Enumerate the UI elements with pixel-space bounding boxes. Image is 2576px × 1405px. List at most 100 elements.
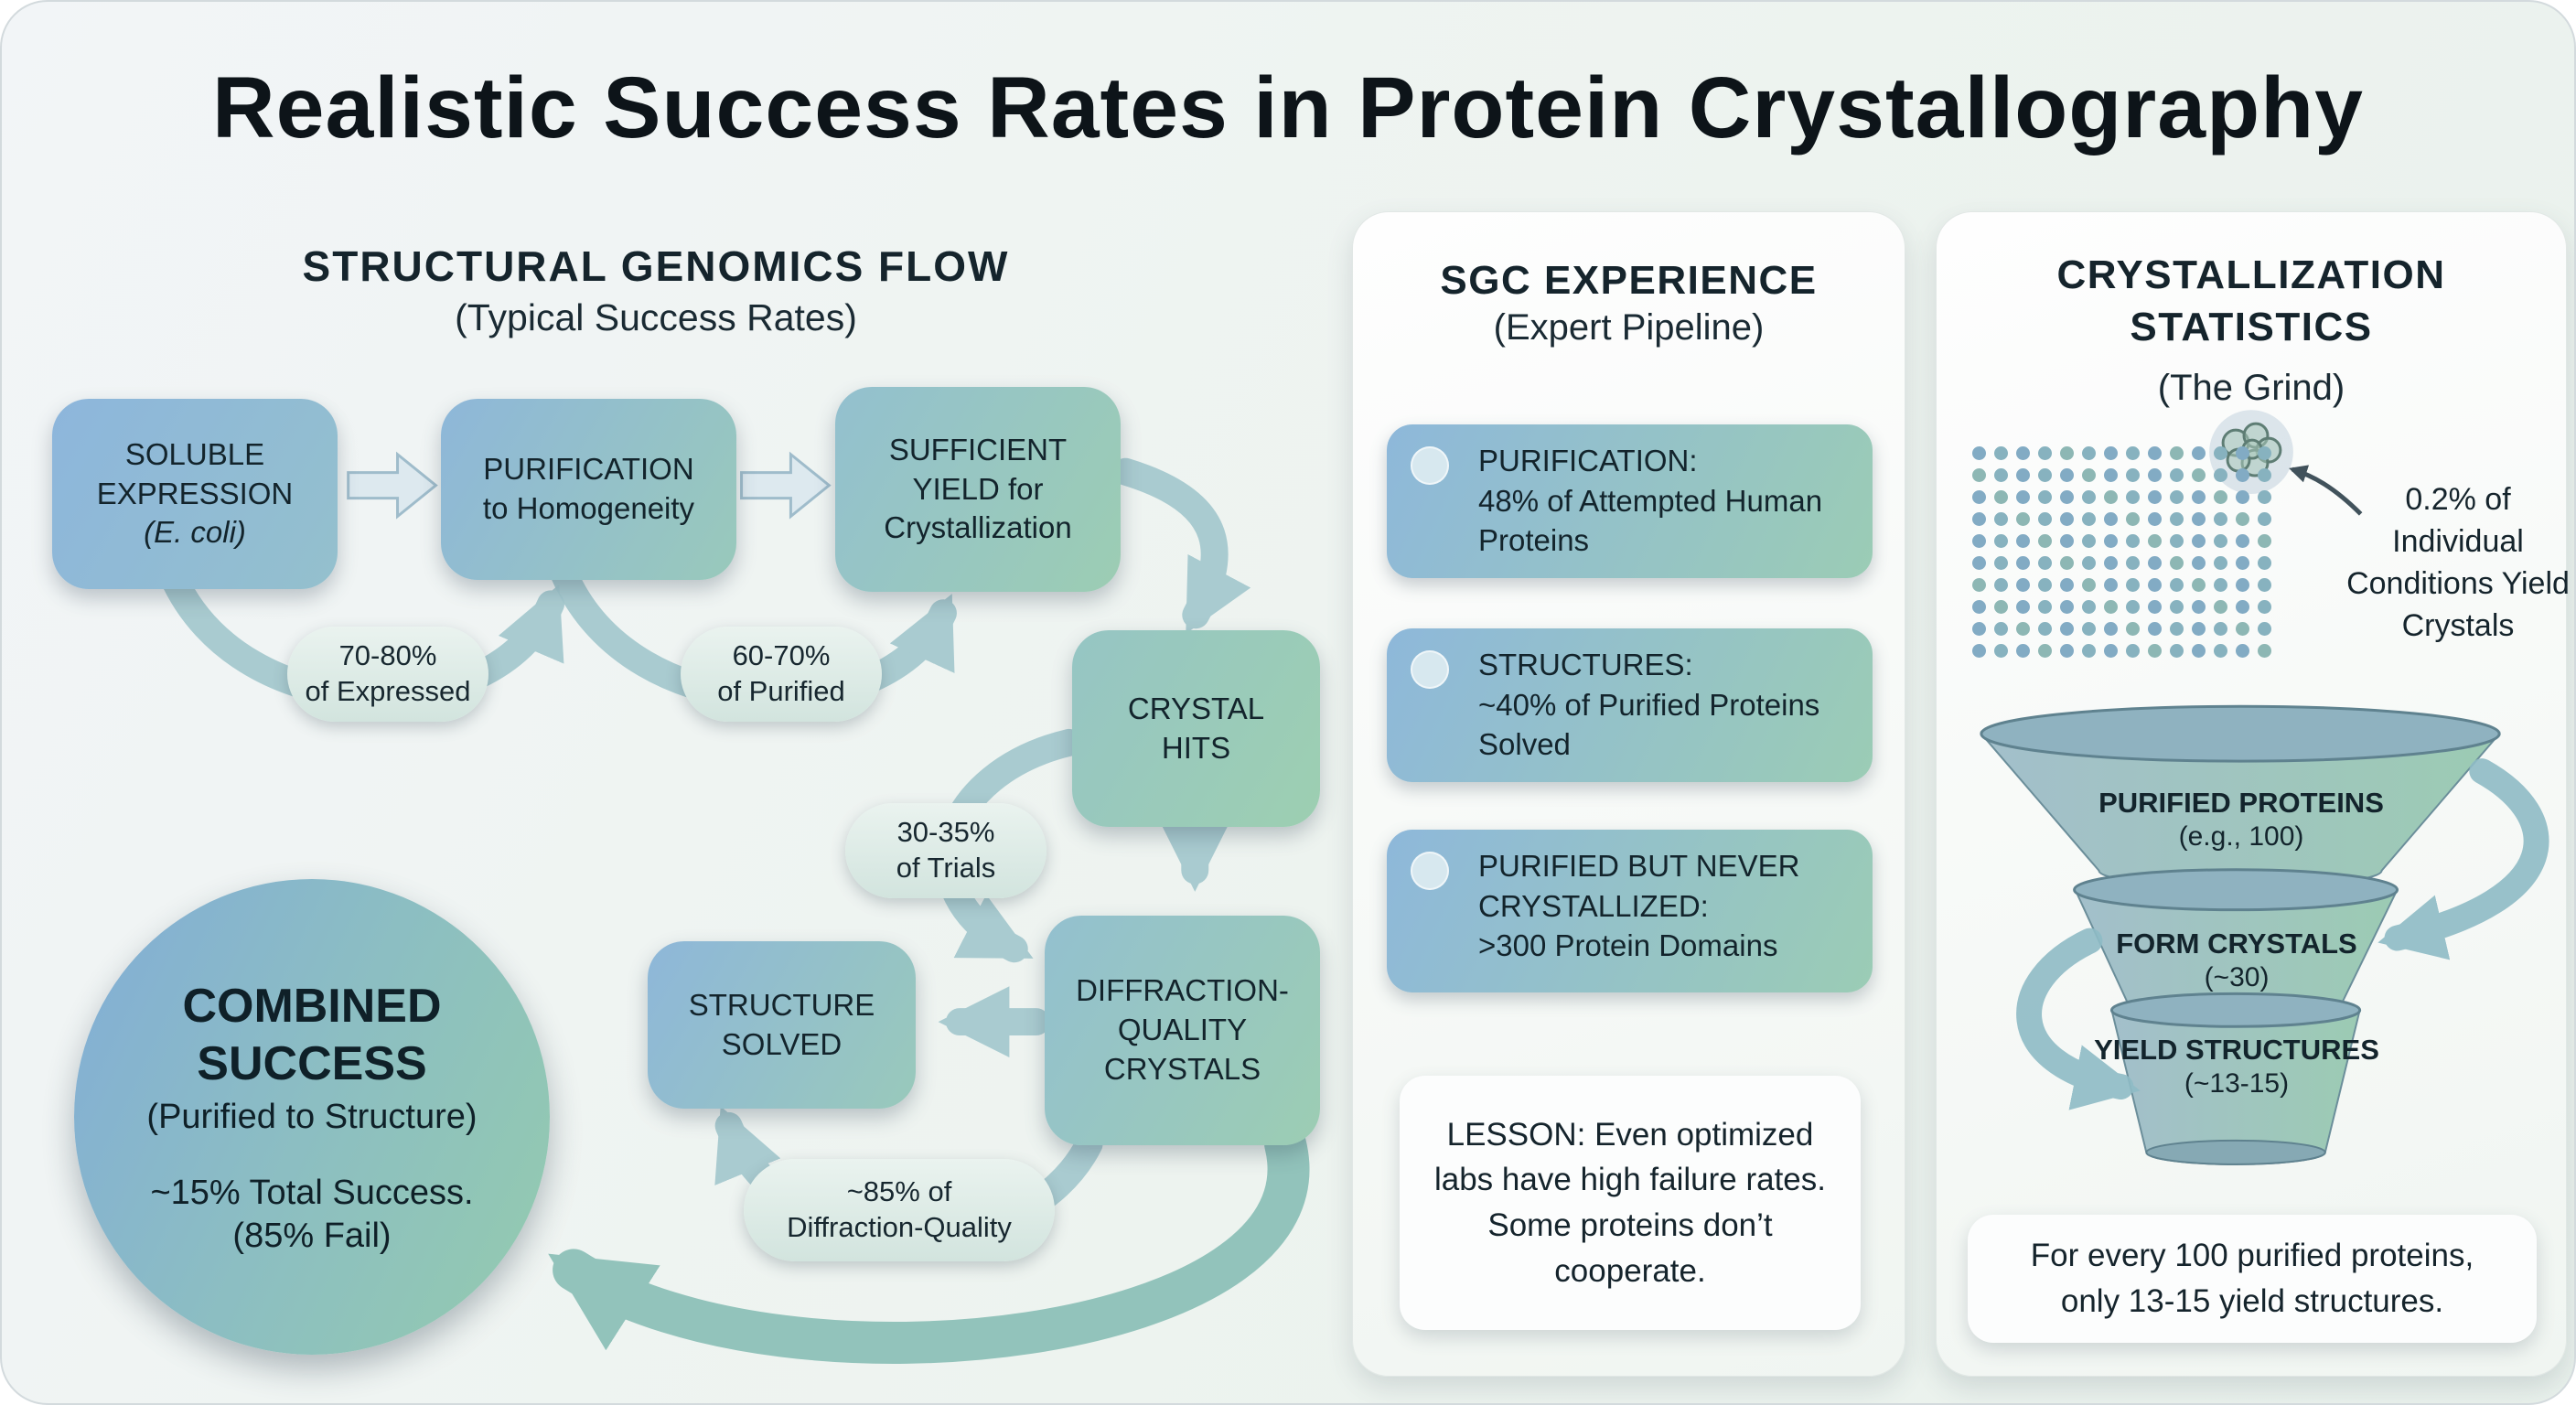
condition-dot — [2103, 555, 2118, 570]
bullet-circle-icon — [1411, 852, 1449, 890]
condition-dot — [2015, 467, 2030, 482]
sgc-panel: SGC EXPERIENCE (Expert Pipeline) PURIFIC… — [1352, 211, 1905, 1377]
flow-node-title: SOLUBLE EXPRESSION — [96, 436, 294, 510]
condition-dot — [2257, 621, 2271, 636]
lesson-text: LESSON: Even optimized labs have high fa… — [1433, 1116, 1827, 1289]
sgc-item-structures: STRUCTURES: ~40% of Purified Proteins So… — [1387, 628, 1873, 782]
condition-dot — [2257, 643, 2271, 658]
condition-dot — [2103, 467, 2118, 482]
condition-dot — [2169, 555, 2184, 570]
condition-dot — [2191, 489, 2206, 504]
sgc-item-never-crystallized: PURIFIED BUT NEVER CRYSTALLIZED: >300 Pr… — [1387, 830, 1873, 992]
flow-node-subtitle: (E. coli) — [144, 515, 246, 550]
stats-subheading: (The Grind) — [2157, 368, 2345, 408]
rate-label: Diffraction-Quality — [787, 1211, 1012, 1243]
condition-dot — [2213, 489, 2227, 504]
condition-dot — [2059, 489, 2074, 504]
flow-node-crystal-hits: CRYSTAL HITS — [1072, 630, 1320, 827]
rate-value: 70-80% — [338, 639, 437, 672]
condition-dot — [2191, 533, 2206, 548]
condition-dot — [2169, 445, 2184, 460]
condition-dot — [1993, 445, 2008, 460]
condition-dot — [2169, 621, 2184, 636]
condition-dot — [2191, 445, 2206, 460]
condition-dot — [2103, 621, 2118, 636]
condition-dot — [2125, 489, 2140, 504]
condition-dot — [1971, 445, 1986, 460]
condition-dot — [1993, 533, 2008, 548]
condition-dot — [2257, 511, 2271, 526]
condition-dot — [2147, 643, 2162, 658]
condition-dot — [2059, 533, 2074, 548]
condition-dot — [2213, 599, 2227, 614]
flow-node-title: STRUCTURE SOLVED — [688, 987, 875, 1061]
flow-node-subtitle: to Homogeneity — [482, 491, 695, 525]
sgc-item-purification: PURIFICATION: 48% of Attempted Human Pro… — [1387, 424, 1873, 578]
condition-dot — [2213, 467, 2227, 482]
condition-dot — [2125, 643, 2140, 658]
stats-footer-card: For every 100 purified proteins, only 13… — [1968, 1215, 2537, 1343]
rate-label: of Expressed — [305, 675, 471, 707]
lesson-card: LESSON: Even optimized labs have high fa… — [1400, 1076, 1861, 1330]
condition-dot — [2015, 621, 2030, 636]
condition-dot — [2235, 599, 2249, 614]
condition-dot — [2191, 599, 2206, 614]
condition-dot — [2059, 467, 2074, 482]
funnel-title: YIELD STRUCTURES — [2094, 1034, 2379, 1066]
condition-dot — [1993, 489, 2008, 504]
condition-dot — [2235, 533, 2249, 548]
condition-dot — [2081, 643, 2096, 658]
sgc-item-body: ~40% of Purified Proteins Solved — [1478, 687, 1820, 762]
condition-dot — [2037, 643, 2052, 658]
condition-dot — [2213, 511, 2227, 526]
condition-dot — [2169, 489, 2184, 504]
condition-dot — [2257, 555, 2271, 570]
flow-node-purification: PURIFICATION to Homogeneity — [441, 399, 736, 580]
condition-dot — [2081, 555, 2096, 570]
stats-footer-text: For every 100 purified proteins, only 13… — [2030, 1238, 2474, 1319]
conditions-annotation: 0.2% of Individual Conditions Yield Crys… — [2346, 482, 2570, 643]
stats-heading: CRYSTALLIZATION STATISTICS — [2056, 252, 2446, 350]
rate-pill-purified: 60-70% of Purified — [681, 627, 882, 722]
flow-node-structure-solved: STRUCTURE SOLVED — [648, 941, 916, 1109]
condition-dot — [2015, 489, 2030, 504]
condition-dot — [2103, 577, 2118, 592]
flow-node-title: SUFFICIENT YIELD for Crystallization — [884, 432, 1072, 545]
stats-panel: CRYSTALLIZATION STATISTICS (The Grind) — [1936, 211, 2570, 1377]
flow-section-subheading: (Typical Success Rates) — [455, 296, 857, 338]
condition-dot — [1971, 577, 1986, 592]
condition-dot — [2059, 577, 2074, 592]
condition-dot — [2081, 577, 2096, 592]
condition-dot — [2059, 599, 2074, 614]
condition-dot — [2037, 599, 2052, 614]
condition-dot — [2125, 533, 2140, 548]
condition-dot — [1993, 621, 2008, 636]
condition-dot — [2015, 445, 2030, 460]
condition-dot — [2213, 555, 2227, 570]
rate-label: of Trials — [896, 852, 996, 884]
condition-dot — [1993, 599, 2008, 614]
sgc-item-title: PURIFICATION: — [1478, 444, 1698, 477]
condition-dot — [2125, 555, 2140, 570]
condition-dot — [1993, 577, 2008, 592]
funnel-title: FORM CRYSTALS — [2116, 928, 2357, 960]
funnel-subtitle: (~30) — [2204, 962, 2270, 992]
condition-dot — [2213, 621, 2227, 636]
condition-dot — [2257, 467, 2271, 482]
rate-value: 60-70% — [732, 639, 831, 672]
condition-dot — [2213, 533, 2227, 548]
combined-title: COMBINED SUCCESS — [182, 980, 442, 1090]
condition-dot — [2147, 555, 2162, 570]
rate-value: 30-35% — [896, 816, 995, 849]
condition-dot — [1993, 643, 2008, 658]
condition-dot — [2169, 533, 2184, 548]
condition-dot — [2059, 555, 2074, 570]
rate-label: of Purified — [717, 675, 845, 707]
sgc-subheading: (Expert Pipeline) — [1493, 307, 1765, 348]
condition-dot — [2169, 467, 2184, 482]
condition-dot — [2037, 489, 2052, 504]
condition-dot — [2191, 577, 2206, 592]
condition-dot — [2015, 643, 2030, 658]
rate-pill-expressed: 70-80% of Expressed — [287, 627, 488, 722]
combined-success-circle: COMBINED SUCCESS (Purified to Structure)… — [74, 879, 550, 1355]
